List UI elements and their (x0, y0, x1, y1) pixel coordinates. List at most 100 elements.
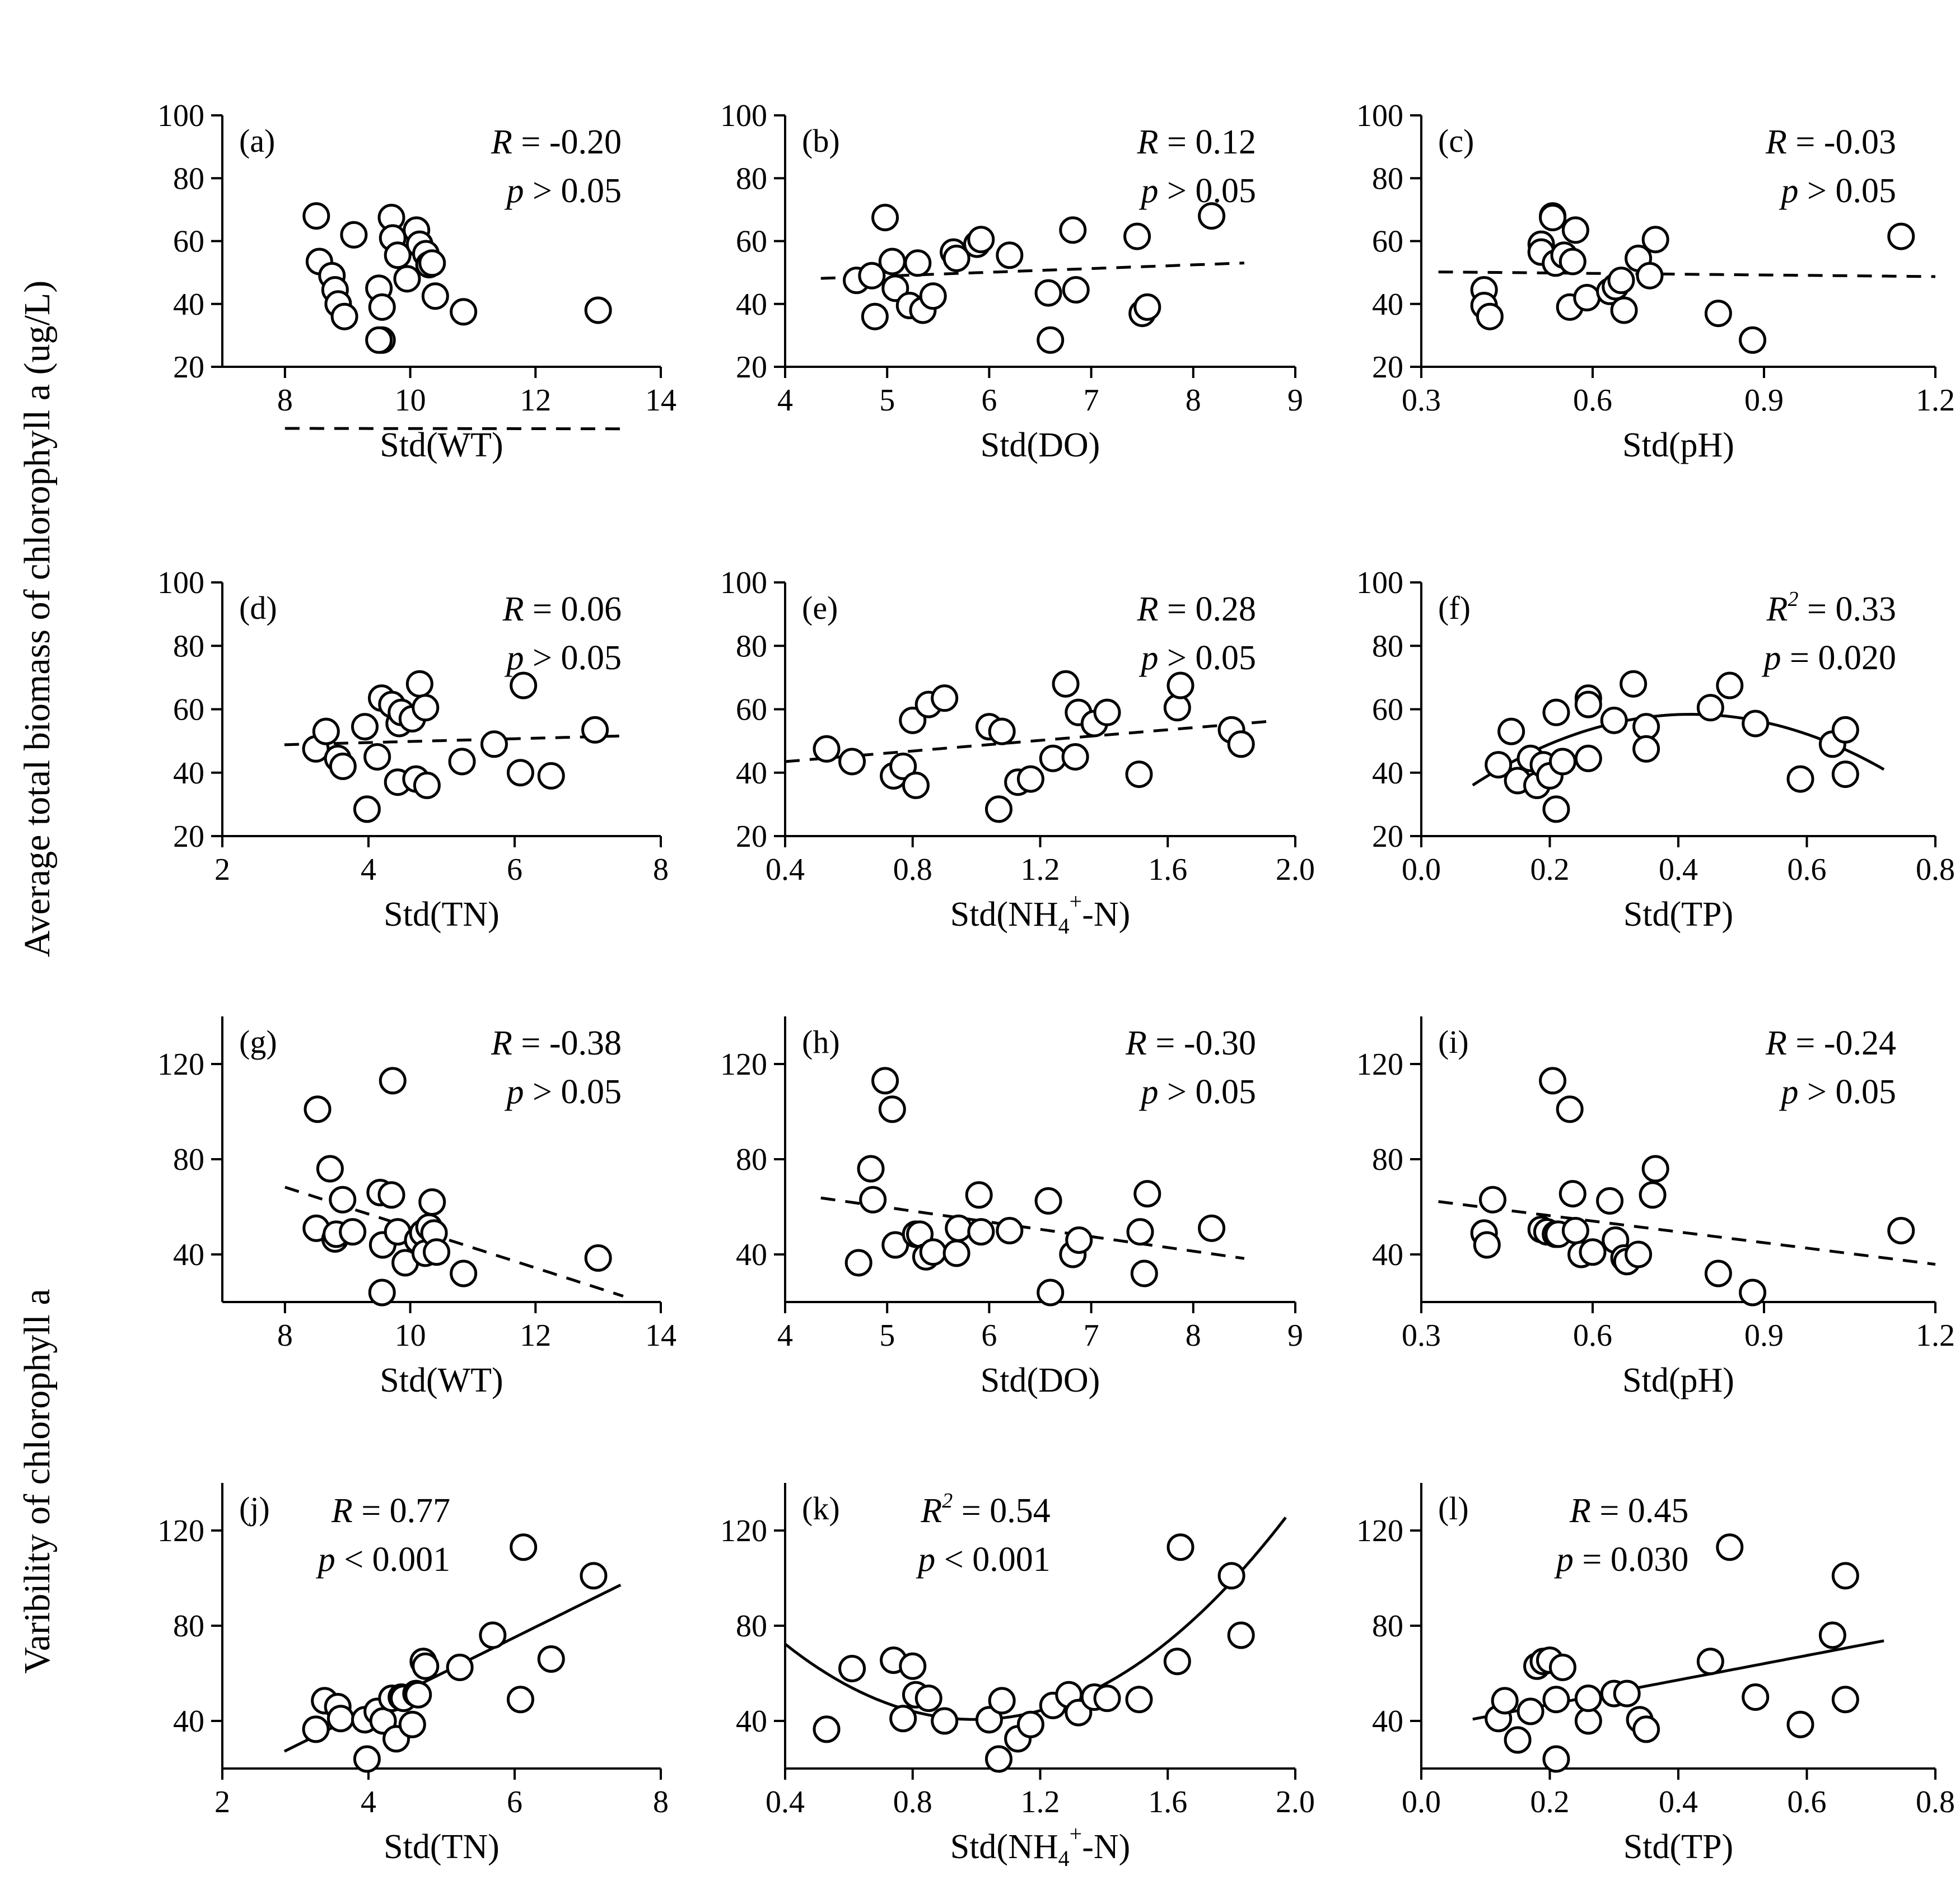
x-tick-label: 9 (1287, 1318, 1303, 1353)
panel-l: 0.0 0.2 0.4 0.6 0.8 40 80 120 Std(TP) (l) R = 0.45… (1356, 1483, 1955, 1866)
x-tick-label: 0.9 (1744, 1318, 1784, 1353)
x-tick-label: 8 (653, 1785, 669, 1819)
x-tick-label: 0.2 (1530, 852, 1570, 887)
y-tick-label: 100 (157, 99, 204, 133)
y-tick-label: 80 (173, 629, 204, 664)
data-point (838, 748, 866, 776)
y-tick-label: 40 (173, 1704, 204, 1739)
x-axis-title: Std(pH) (1622, 426, 1734, 464)
data-point (1125, 1686, 1153, 1714)
data-point (405, 670, 433, 698)
y-tick-label: 120 (720, 1514, 767, 1548)
data-point (1556, 1095, 1584, 1123)
data-point (368, 1279, 396, 1307)
x-tick-label: 0.8 (893, 852, 932, 887)
data-point (480, 730, 508, 758)
panel-label: (b) (802, 123, 840, 159)
stat-r: R = -0.30 (1125, 1024, 1256, 1062)
x-tick-label: 1.2 (1021, 852, 1060, 887)
x-tick-label: 0.0 (1402, 1785, 1441, 1819)
panel-label: (f) (1438, 590, 1471, 626)
x-tick-label: 12 (520, 1318, 551, 1353)
fit-line (284, 427, 623, 431)
data-point (1542, 795, 1570, 823)
data-point (1742, 710, 1770, 738)
data-point (368, 293, 396, 321)
data-point (421, 282, 449, 310)
x-axis-title: Std(TP) (1623, 1828, 1733, 1866)
data-point (1166, 1533, 1194, 1561)
x-tick-label: 4 (777, 383, 793, 418)
data-point (1561, 1217, 1589, 1244)
fit-line (1438, 270, 1936, 278)
data-point (931, 1707, 959, 1735)
y-tick-label: 80 (736, 161, 767, 196)
x-tick-label: 10 (395, 1318, 426, 1353)
x-tick-label: 7 (1084, 1318, 1099, 1353)
panel-label: (j) (239, 1490, 270, 1527)
y-tick-label: 20 (1372, 819, 1403, 854)
data-point (919, 1238, 947, 1266)
data-point (859, 1186, 887, 1214)
x-tick-label: 5 (879, 1318, 895, 1353)
data-point (1558, 1180, 1586, 1208)
y-tick-label: 60 (736, 225, 767, 259)
x-tick-label: 6 (981, 383, 997, 418)
y-tick-label: 100 (720, 566, 767, 600)
data-point (1476, 302, 1504, 330)
data-point (975, 1706, 1003, 1734)
panel-d: 2 4 6 8 20 40 60 80 100 Std(TN) (d) R = 0.06 p > 0.0… (157, 566, 669, 934)
y-tick-label: 20 (1372, 350, 1403, 385)
y-tick-label: 40 (173, 756, 204, 791)
data-point (871, 203, 899, 231)
data-point (878, 1095, 906, 1123)
y-tick-label: 40 (1372, 1238, 1403, 1272)
data-point (813, 1715, 841, 1743)
data-point (1198, 1214, 1226, 1242)
y-tick-label: 40 (736, 1238, 767, 1272)
x-tick-label: 0.0 (1402, 852, 1441, 887)
data-point (1123, 222, 1151, 250)
stat-p: p = 0.030 (1554, 1541, 1688, 1579)
data-point (1473, 1231, 1501, 1259)
y-tick-label: 20 (173, 350, 204, 385)
data-point (904, 249, 932, 277)
data-point (510, 671, 538, 699)
data-point (1620, 670, 1648, 698)
stat-r: R2 = 0.33 (1766, 587, 1896, 628)
stat-r: R2 = 0.54 (920, 1489, 1050, 1530)
stat-p: p > 0.05 (1139, 1073, 1256, 1111)
ylabel-bottom: Varibility of chlorophyll a (17, 1289, 58, 1673)
data-point (1632, 1715, 1660, 1743)
data-point (1133, 293, 1161, 321)
data-point (1491, 1687, 1519, 1715)
x-axis-title: Std(NH4+-N) (950, 889, 1131, 939)
data-point (1227, 1621, 1255, 1649)
y-tick-label: 100 (1356, 99, 1403, 133)
panel-h: 4 5 6 7 8 9 40 80 120 Std(DO) (h) R = -0.30 p > 0.05 (720, 1016, 1303, 1399)
data-point (581, 716, 609, 744)
data-point (339, 1218, 367, 1246)
fit-line (785, 720, 1273, 763)
x-tick-label: 0.8 (1916, 852, 1955, 887)
data-point (1607, 267, 1635, 295)
data-point (899, 706, 927, 734)
data-point (1217, 1562, 1245, 1590)
data-point (1887, 222, 1915, 250)
data-point (384, 241, 412, 269)
x-tick-label: 1.2 (1021, 1785, 1060, 1819)
data-point (1831, 760, 1859, 788)
data-point (1034, 1187, 1062, 1215)
x-tick-label: 0.2 (1530, 1785, 1570, 1819)
data-point (302, 1715, 330, 1743)
x-tick-label: 0.4 (1659, 1785, 1698, 1819)
data-point (1065, 1226, 1093, 1254)
stat-p: p > 0.05 (505, 639, 622, 677)
data-point (1163, 694, 1191, 722)
data-point (889, 1705, 917, 1733)
data-point (1125, 760, 1153, 788)
y-tick-label: 60 (736, 693, 767, 727)
x-tick-label: 6 (507, 852, 522, 887)
data-point (537, 762, 565, 790)
data-point (1037, 1279, 1065, 1307)
